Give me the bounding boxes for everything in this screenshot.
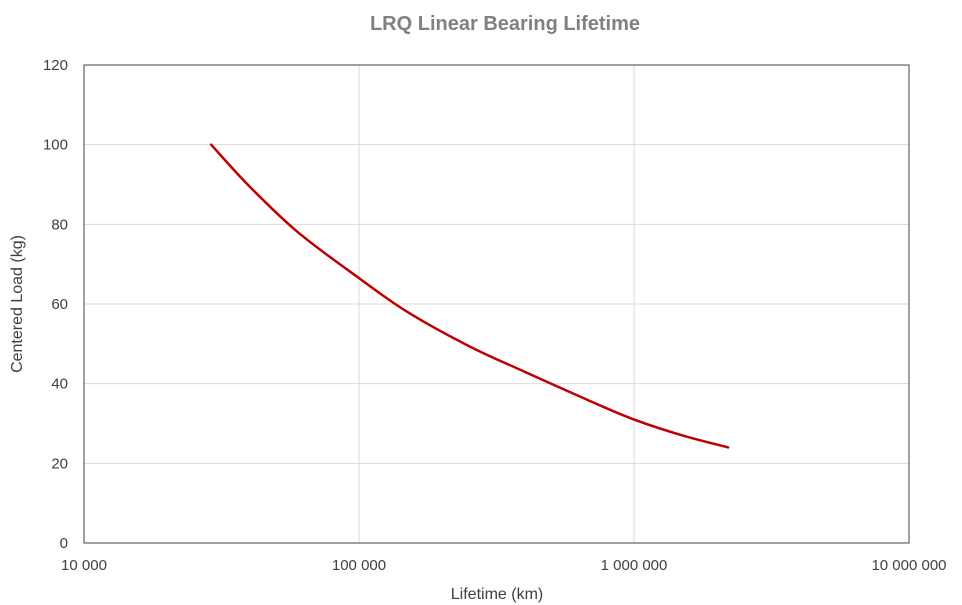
series-line bbox=[209, 143, 730, 449]
x-tick-label: 10 000 000 bbox=[871, 557, 946, 574]
y-tick-label: 40 bbox=[51, 376, 68, 393]
y-axis-ticks: 0 20 40 60 80 100 120 bbox=[43, 57, 68, 552]
y-tick-label: 60 bbox=[51, 296, 68, 313]
chart-title: LRQ Linear Bearing Lifetime bbox=[370, 13, 640, 35]
x-axis-ticks: 10 000 100 000 1 000 000 10 000 000 bbox=[61, 557, 946, 574]
grid-lines bbox=[83, 64, 910, 544]
x-tick-label: 1 000 000 bbox=[601, 557, 668, 574]
x-axis-label: Lifetime (km) bbox=[451, 586, 543, 603]
y-tick-label: 80 bbox=[51, 216, 68, 233]
series-layer bbox=[209, 143, 730, 449]
y-tick-label: 120 bbox=[43, 57, 68, 74]
x-tick-label: 10 000 bbox=[61, 557, 107, 574]
y-axis-label: Centered Load (kg) bbox=[9, 235, 26, 373]
y-tick-label: 100 bbox=[43, 137, 68, 154]
plot-area bbox=[83, 64, 910, 544]
x-tick-label: 100 000 bbox=[332, 557, 386, 574]
y-tick-label: 0 bbox=[60, 535, 68, 552]
y-tick-label: 20 bbox=[51, 455, 68, 472]
